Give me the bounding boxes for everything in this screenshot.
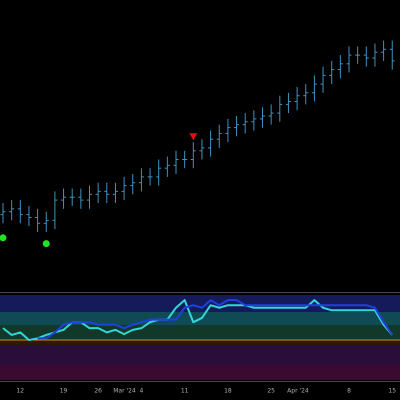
band	[0, 345, 400, 365]
band	[0, 340, 400, 345]
buy-marker	[0, 234, 7, 242]
x-tick-label: 4	[139, 388, 143, 395]
buy-marker	[42, 240, 50, 248]
sell-marker	[189, 133, 198, 141]
x-tick-label: 26	[94, 388, 102, 395]
x-tick-label: 25	[267, 388, 275, 395]
x-tick-label: Apr '24	[287, 388, 309, 395]
band	[0, 365, 400, 380]
x-tick-label: Mar '24	[113, 388, 136, 395]
x-tick-label: 15	[388, 388, 396, 395]
indicator-line	[37, 299, 394, 340]
x-tick-label: 8	[347, 388, 351, 395]
x-tick-label: 18	[224, 388, 232, 395]
x-tick-label: 19	[60, 388, 68, 395]
x-tick-label: 12	[16, 388, 24, 395]
x-tick-label: 11	[181, 388, 189, 395]
indicator-line	[2, 299, 394, 342]
